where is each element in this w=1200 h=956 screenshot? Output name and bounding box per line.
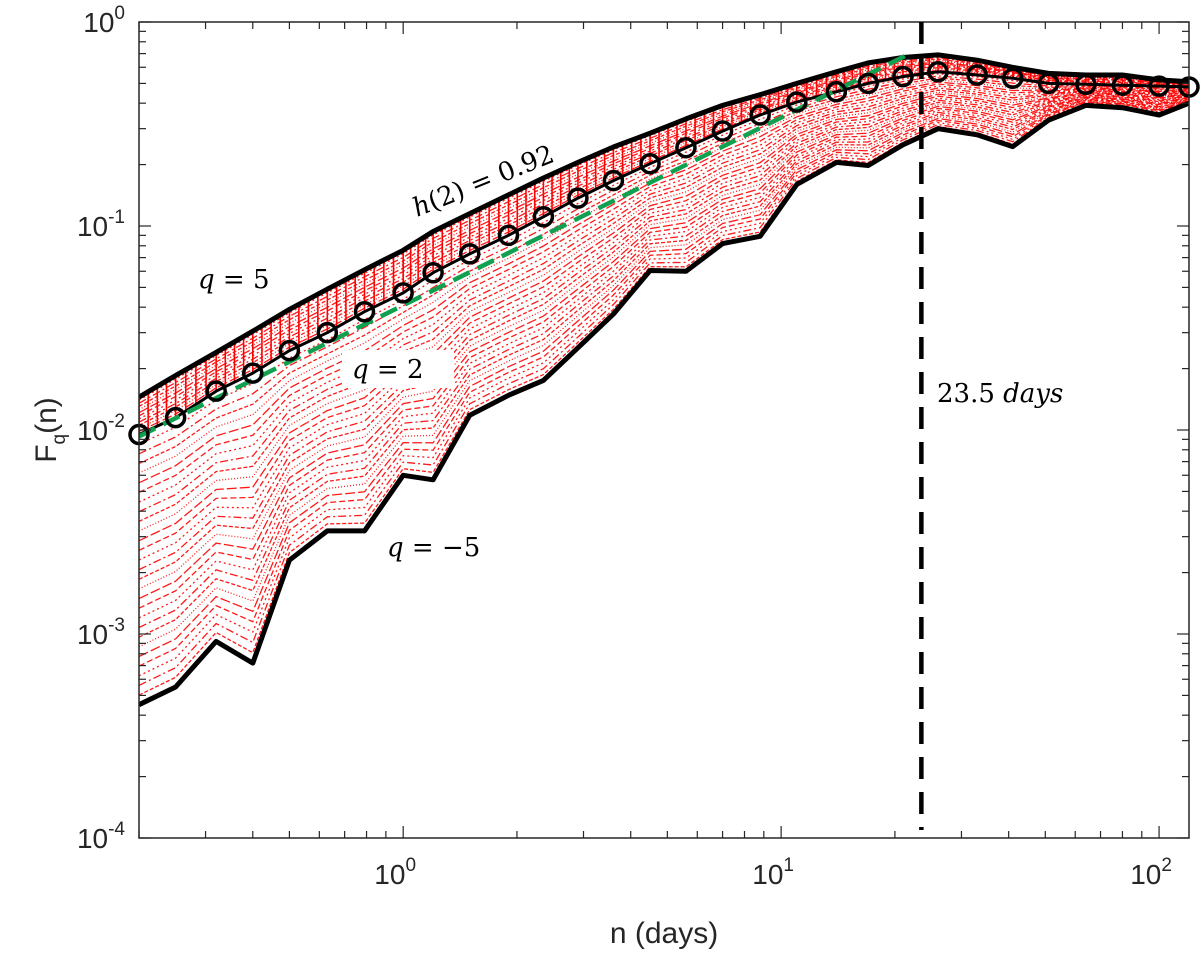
q2-marker-17 xyxy=(749,104,771,126)
q-curve-26 xyxy=(139,94,1189,571)
plot-background xyxy=(139,22,1189,838)
q-curve-23 xyxy=(139,91,1189,542)
q2-label-background xyxy=(342,350,454,388)
q-curve-30 xyxy=(139,96,1189,609)
q2-marker-9 xyxy=(458,243,481,265)
q-curve-38 xyxy=(139,101,1189,686)
q2-marker-10 xyxy=(497,224,520,247)
q-curve-25 xyxy=(139,93,1189,561)
y-tick-label: 10-1 xyxy=(77,207,125,242)
q2-marker-27 xyxy=(1111,74,1134,96)
q2-marker-25 xyxy=(1037,72,1060,95)
q2-marker-19 xyxy=(825,81,848,103)
q2-marker-14 xyxy=(639,152,661,175)
q-curve-33 xyxy=(139,98,1189,638)
q2-marker-8 xyxy=(422,261,444,284)
q2-marker-20 xyxy=(857,72,879,95)
q-curve-22 xyxy=(139,91,1189,532)
q2-marker-28 xyxy=(1148,75,1170,97)
q2-marker-21 xyxy=(892,65,914,88)
q-curve-24 xyxy=(139,92,1189,551)
x-tick-label: 100 xyxy=(374,855,416,890)
q-curve-17 xyxy=(139,81,1189,484)
q2-marker-24 xyxy=(1001,67,1024,89)
q2-marker-5 xyxy=(316,321,339,344)
q-curve-32 xyxy=(139,97,1189,629)
q-curve-5 xyxy=(139,61,1189,414)
series-line-q2 xyxy=(139,70,1189,436)
q-curve-35 xyxy=(139,99,1189,658)
q2-marker-23 xyxy=(966,64,988,86)
q2-marker-3 xyxy=(242,362,264,384)
q-curve-34 xyxy=(139,99,1189,648)
q5-annotation: q = 5 xyxy=(198,265,270,295)
q-curve-7 xyxy=(139,64,1189,420)
q2-markers xyxy=(128,61,1200,446)
y-tick-label: 10-3 xyxy=(77,615,125,650)
q2-marker-7 xyxy=(392,282,414,304)
q2-marker-12 xyxy=(567,187,589,209)
x-tick-label: 102 xyxy=(1130,855,1172,890)
q2-marker-11 xyxy=(532,206,555,228)
q2-marker-6 xyxy=(353,300,376,323)
y-tick-label: 10-2 xyxy=(77,411,125,446)
minor-ticks xyxy=(138,21,1189,839)
series-line-q5 xyxy=(139,52,1189,400)
series-line-qm5 xyxy=(139,100,1189,707)
q2-marker-18 xyxy=(786,91,808,113)
q2-marker-26 xyxy=(1075,73,1097,96)
q-curve-13 xyxy=(139,73,1189,445)
q2-marker-2 xyxy=(205,380,227,402)
x-axis-title: n (days) xyxy=(610,917,718,950)
q-curve-37 xyxy=(139,100,1189,677)
tick-labels: 100 101 102 10-4 10-3 10-2 10-1 100 xyxy=(77,3,1172,890)
q2-marker-13 xyxy=(602,169,625,192)
q2-marker-4 xyxy=(278,339,301,362)
q-curve-36 xyxy=(139,100,1189,667)
q2-marker-22 xyxy=(927,61,949,83)
crossover-annotation: 23.5 days xyxy=(937,379,1063,409)
q2-marker-15 xyxy=(675,136,697,159)
q-curve-18 xyxy=(139,83,1189,493)
qm5-annotation: q = −5 xyxy=(387,533,480,563)
q-curve-27 xyxy=(139,94,1189,580)
y-axis-title: Fq(n) xyxy=(30,397,70,463)
q-curve-29 xyxy=(139,96,1189,600)
q2-annotation: q = 2 xyxy=(352,355,424,385)
q-curve-19 xyxy=(139,85,1189,503)
fit-line xyxy=(139,51,912,439)
y-tick-label: 10-4 xyxy=(77,819,125,854)
x-tick-label: 101 xyxy=(752,855,794,890)
y-tick-label: 100 xyxy=(83,3,125,38)
q2-marker-1 xyxy=(164,406,187,429)
q2-marker-16 xyxy=(711,120,734,142)
q-curve-20 xyxy=(139,87,1189,513)
series-lines xyxy=(139,51,1189,707)
